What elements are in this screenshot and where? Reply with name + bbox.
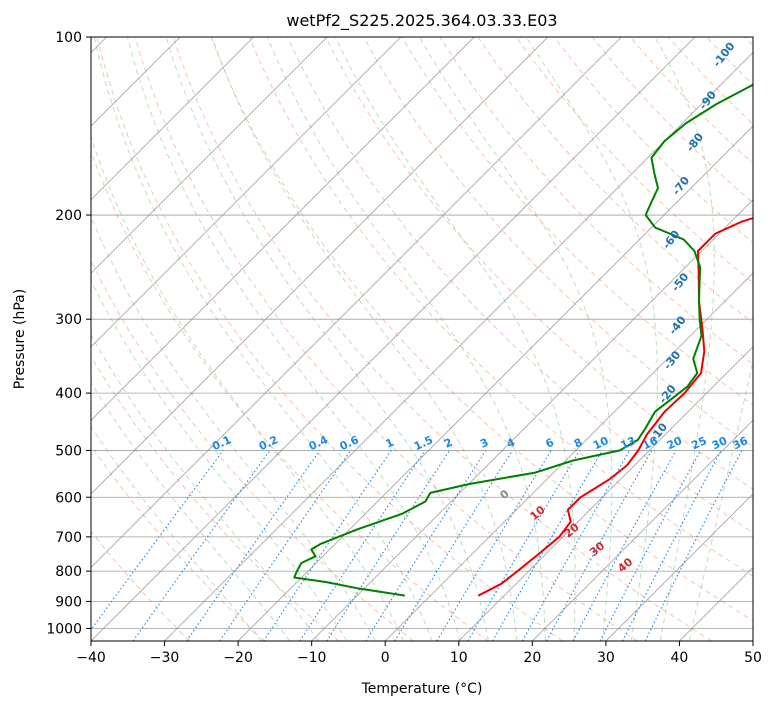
dry-adiabat bbox=[134, 37, 638, 641]
y-axis-label: Pressure (hPa) bbox=[12, 289, 28, 389]
x-tick-label: 20 bbox=[523, 650, 541, 666]
isotherm bbox=[311, 199, 753, 641]
plot-area: 0.1 0.2 0.4 0.6 1 1.5 2 3 4 6 8 10 13 16 20 25 30 36-100-… bbox=[91, 37, 753, 641]
moist-adiabat bbox=[127, 37, 461, 641]
isotherm bbox=[91, 37, 328, 274]
isotherm bbox=[91, 37, 254, 201]
x-axis-label: Temperature (°C) bbox=[361, 681, 483, 697]
mixing-ratio-label: 13 bbox=[618, 434, 637, 452]
moist-adiabat bbox=[654, 37, 715, 641]
y-tick-label: 1000 bbox=[46, 621, 82, 637]
mixing-ratio-label: 25 bbox=[689, 434, 708, 452]
mixing-ratio-line bbox=[186, 450, 321, 641]
isotherm bbox=[91, 37, 622, 569]
x-tick-label: −40 bbox=[76, 650, 106, 666]
y-tick-label: 700 bbox=[55, 530, 82, 546]
x-tick-label: −20 bbox=[223, 650, 253, 666]
chart-title: wetPf2_S225.2025.364.03.33.E03 bbox=[286, 11, 557, 31]
dewpoint-profile bbox=[293, 83, 753, 597]
x-tick-label: 50 bbox=[744, 650, 762, 666]
mixing-ratio-label: 10 bbox=[591, 434, 611, 452]
mixing-ratio-label: 20 bbox=[665, 434, 685, 452]
dry-adiabat bbox=[172, 37, 713, 641]
dry-adiabat bbox=[401, 37, 753, 406]
mixing-ratio-line bbox=[263, 450, 392, 641]
dry-adiabat bbox=[515, 37, 753, 284]
dry-adiabat bbox=[210, 37, 753, 622]
moist-adiabat bbox=[93, 37, 433, 641]
mixing-ratio-line bbox=[132, 450, 271, 641]
x-tick-label: 40 bbox=[671, 650, 689, 666]
mixing-ratio-line bbox=[326, 450, 451, 641]
y-tick-label: 900 bbox=[55, 594, 82, 610]
y-tick-label: 600 bbox=[55, 490, 82, 506]
x-tick-label: 30 bbox=[597, 650, 615, 666]
moist-adiabat bbox=[91, 215, 376, 641]
mixing-ratio-label: 36 bbox=[731, 434, 751, 452]
isotherm bbox=[91, 37, 696, 641]
moist-adiabat bbox=[266, 37, 546, 641]
isotherm bbox=[237, 125, 753, 641]
moist-adiabat bbox=[91, 381, 291, 641]
dry-adiabat bbox=[91, 150, 489, 641]
dry-adiabat bbox=[91, 355, 340, 641]
mixing-ratio-line bbox=[91, 450, 224, 631]
mixing-ratio-line bbox=[546, 450, 653, 641]
dry-adiabat bbox=[91, 444, 265, 641]
x-tick-label: −30 bbox=[150, 650, 180, 666]
x-tick-label: −10 bbox=[297, 650, 327, 666]
isotherm-layer bbox=[91, 37, 753, 641]
dry-adiabat bbox=[248, 37, 753, 577]
mixing-ratio-line bbox=[572, 450, 677, 641]
isotherm bbox=[91, 37, 402, 348]
plot-frame bbox=[90, 36, 754, 642]
isotherm bbox=[605, 493, 753, 641]
pressure-grid-layer bbox=[91, 37, 753, 629]
isotherm bbox=[384, 272, 753, 641]
mixing-ratio-layer bbox=[91, 450, 743, 641]
dry-adiabat bbox=[439, 37, 753, 365]
y-tick-label: 400 bbox=[55, 386, 82, 402]
isotherm bbox=[91, 37, 549, 495]
y-tick-label: 100 bbox=[55, 30, 82, 46]
y-tick-label: 200 bbox=[55, 208, 82, 224]
mixing-ratio-line bbox=[394, 450, 513, 641]
y-axis-ticks: 1000 900 800 700 600 500 400 300 200 100 bbox=[46, 30, 91, 637]
y-tick-label: 800 bbox=[55, 564, 82, 580]
mixing-ratio-line bbox=[644, 450, 743, 641]
isotherm bbox=[532, 419, 753, 641]
moist-adiabat bbox=[419, 37, 613, 641]
moist-adiabat bbox=[525, 37, 658, 641]
moist-adiabat bbox=[91, 425, 262, 641]
mixing-ratio-line bbox=[522, 450, 631, 641]
y-tick-label: 500 bbox=[55, 443, 82, 459]
mixing-ratio-line bbox=[219, 450, 352, 641]
dry-adiabat bbox=[96, 37, 563, 641]
mixing-ratio-label: 30 bbox=[710, 434, 730, 452]
temperature-profile bbox=[477, 217, 753, 597]
y-tick-label: 300 bbox=[55, 312, 82, 328]
isotherm bbox=[91, 37, 475, 421]
moist-adiabat bbox=[91, 135, 405, 641]
moist-adiabat bbox=[334, 37, 576, 641]
x-tick-label: 10 bbox=[450, 650, 468, 666]
mixing-ratio-line bbox=[299, 450, 426, 641]
moist-adiabat bbox=[91, 333, 319, 641]
sounding-series-layer bbox=[293, 83, 753, 597]
isotherm bbox=[458, 346, 753, 641]
mixing-ratio-label: 16 bbox=[641, 434, 661, 452]
x-axis-ticks: −40 −30 −20 −10 0 10 20 30 40 50 bbox=[76, 641, 762, 666]
dry-adiabat bbox=[91, 530, 191, 641]
moist-adiabat bbox=[211, 37, 518, 641]
x-tick-label: 0 bbox=[381, 650, 390, 666]
